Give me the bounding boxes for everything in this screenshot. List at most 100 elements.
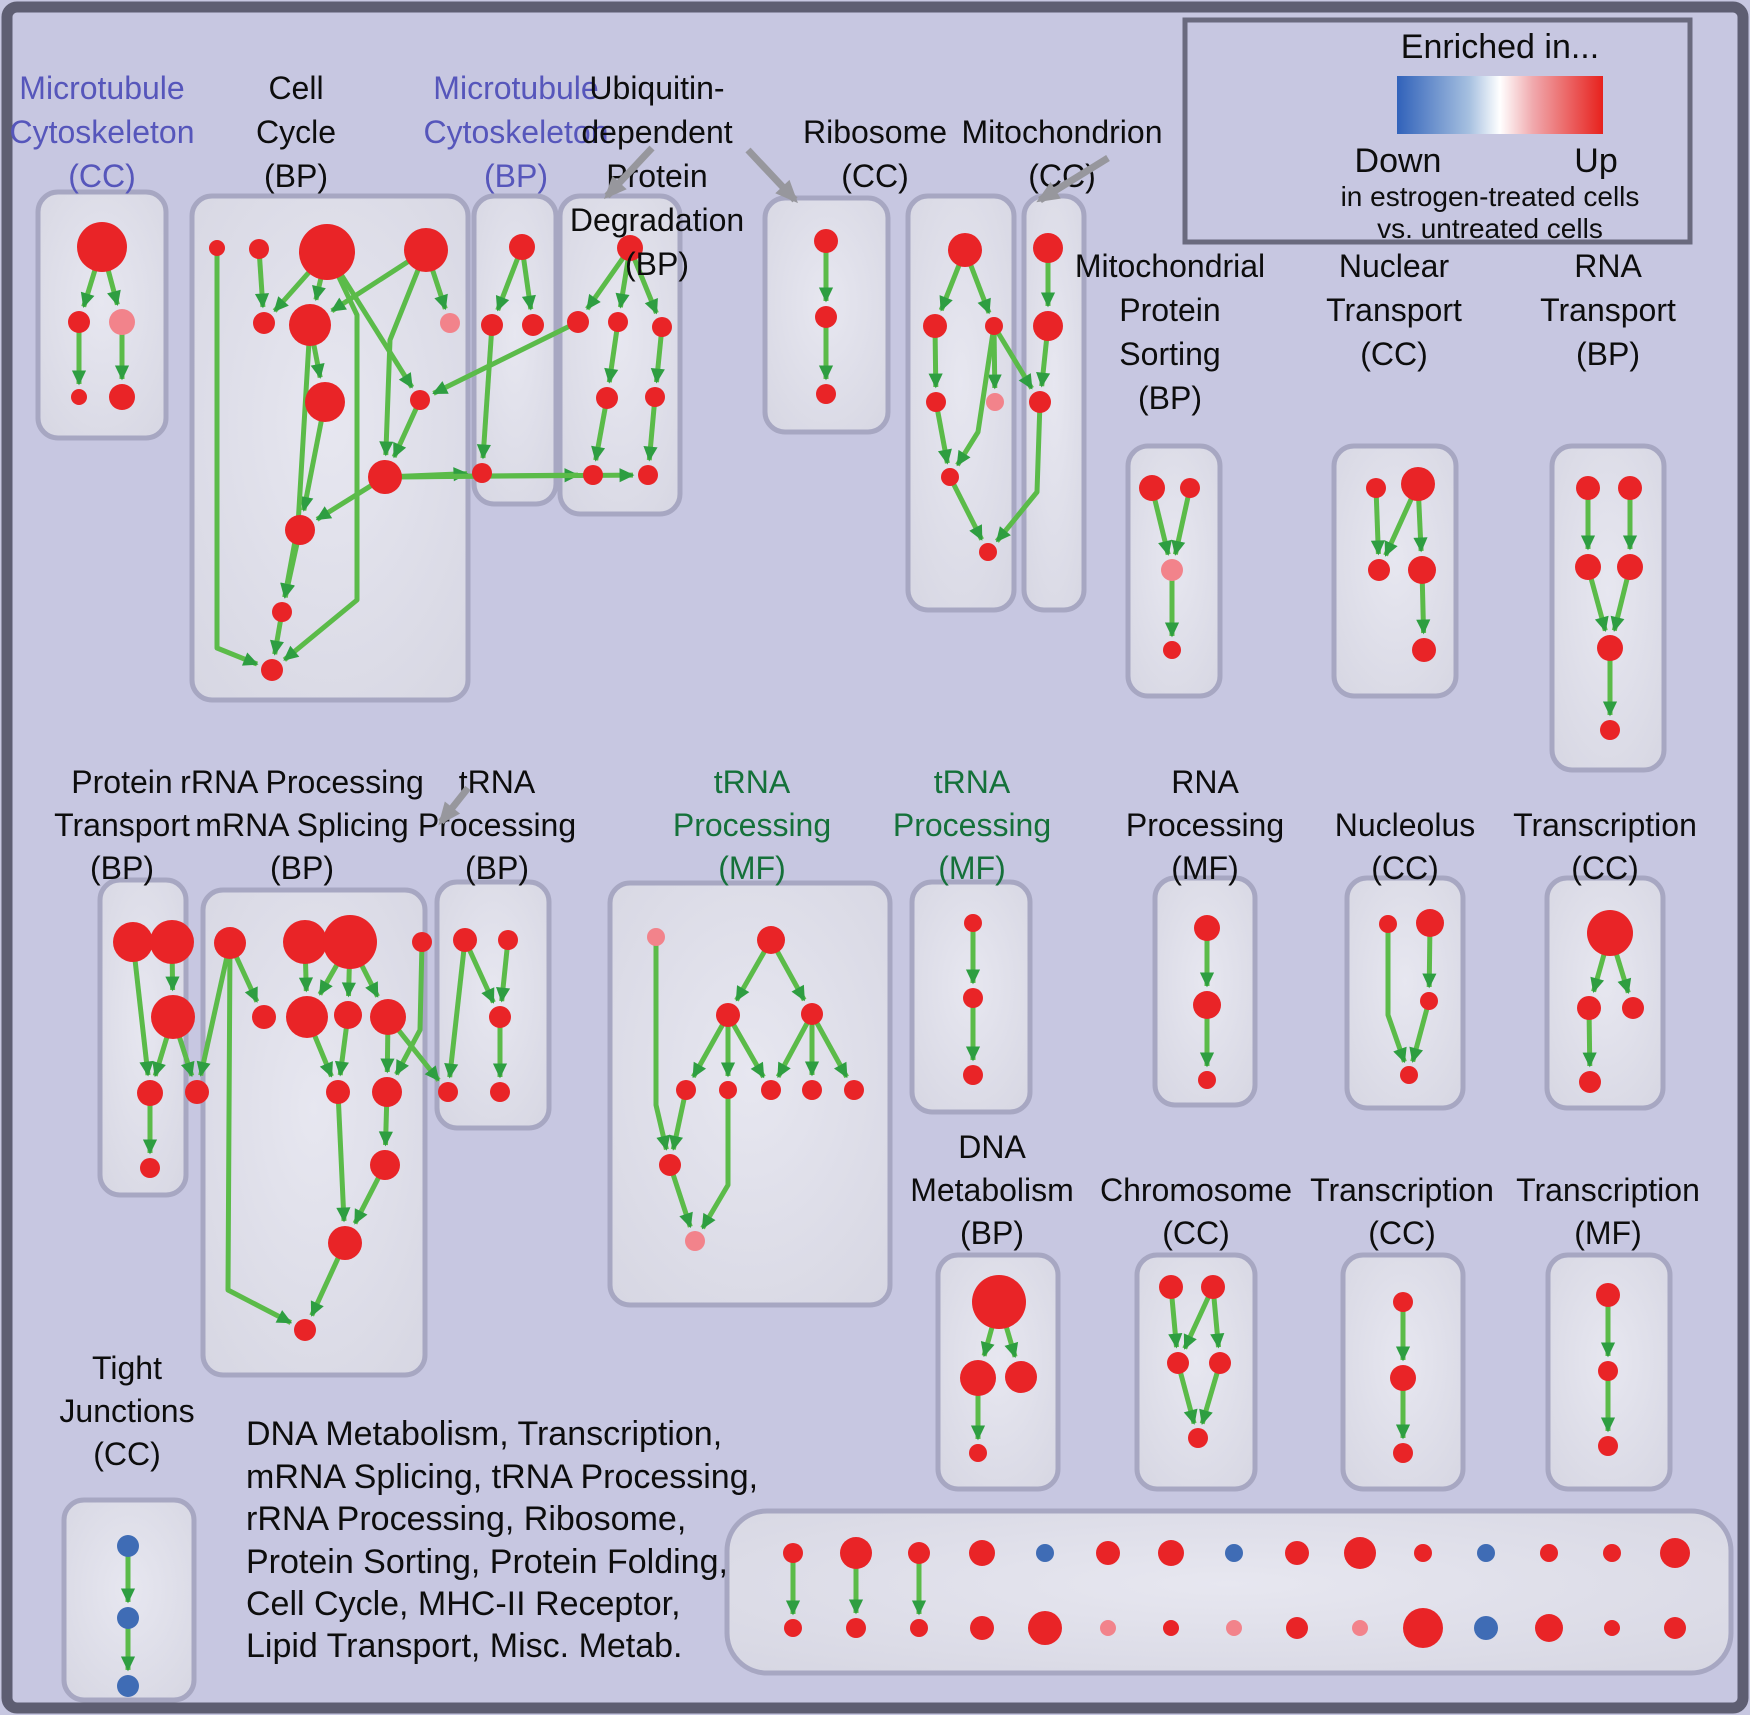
cluster-label-cell-cycle-bp-line1: Cycle [256, 114, 336, 150]
edge-arrow-cell-cycle-bp [391, 398, 423, 459]
callout-arrows-layer [438, 145, 1110, 826]
edge-arrow-trna-processing-mf-large [775, 1012, 815, 1079]
cluster-label-microtubule-cytoskeleton-bp-line2: (BP) [484, 158, 548, 194]
cross-cluster-edge-arrow-4 [991, 324, 1034, 390]
cluster-label-mitochondrial-protein-sorting-bp-line2: Sorting [1119, 336, 1220, 372]
gene-set-node-trna-processing-mf-small-1 [963, 988, 983, 1008]
gene-set-node-cell-cycle-bp-5 [289, 304, 331, 346]
cluster-label-transcription-cc-mid-line0: Transcription [1513, 807, 1697, 843]
gene-set-node-chromosome-cc-3 [1209, 1352, 1231, 1374]
cluster-label-trna-processing-mf-large-line0: tRNA [714, 764, 791, 800]
gene-set-node-shared-terms-strip-8 [1285, 1541, 1309, 1565]
gene-set-node-shared-terms-strip-7 [1225, 1544, 1243, 1562]
gene-set-node-ribosome-cc-1 [923, 314, 947, 338]
gene-set-node-trna-processing-mf-large-1 [757, 926, 785, 954]
gene-set-node-shared-terms-strip-9 [1344, 1537, 1376, 1569]
gene-set-node-ubiquitin-degradation-bp-right-0 [814, 229, 838, 253]
gene-set-node-cell-cycle-bp-7 [305, 382, 345, 422]
cluster-label-microtubule-cytoskeleton-bp-line0: Microtubule [433, 70, 598, 106]
gene-set-node-microtubule-cytoskeleton-cc-2 [109, 309, 135, 335]
gene-set-node-trna-processing-mf-large-10 [685, 1231, 705, 1251]
cluster-label-trna-processing-mf-small-line0: tRNA [934, 764, 1011, 800]
gene-set-node-trna-processing-mf-large-6 [761, 1080, 781, 1100]
edge-arrow-trna-processing-bp [496, 939, 511, 1003]
gene-set-node-nuclear-transport-cc-3 [1408, 556, 1436, 584]
cross-cluster-edge-arrow-3 [432, 319, 580, 396]
gene-set-node-transcription-cc-mid-1 [1577, 996, 1601, 1020]
gene-set-node-protein-transport-bp-3 [137, 1080, 163, 1106]
gene-set-node-ribosome-cc-3 [926, 392, 946, 412]
legend: Enriched in... Down Up in estrogen-treat… [1182, 17, 1693, 245]
cluster-label-microtubule-cytoskeleton-cc-line0: Microtubule [19, 70, 184, 106]
edge-arrow-protein-transport-bp [130, 941, 154, 1077]
gene-set-node-shared-terms-strip-10 [1414, 1544, 1432, 1562]
cluster-box-microtubule-cytoskeleton-cc [35, 189, 169, 441]
gene-set-node-cell-cycle-bp-11 [272, 602, 292, 622]
gene-set-node-chromosome-cc-0 [1159, 1275, 1183, 1299]
gene-set-node-rrna-processing-mrna-splicing-bp-7 [412, 932, 432, 952]
edge-arrow-cell-cycle-bp [379, 249, 429, 457]
gene-set-node-trna-processing-mf-large-8 [844, 1080, 864, 1100]
gene-set-node-shared-terms-strip-25 [1403, 1608, 1443, 1648]
edge-arrow-cell-cycle-bp [214, 248, 259, 667]
edge-arrow-trna-processing-mf-large [809, 1012, 849, 1079]
cluster-label-transcription-mf-line1: (MF) [1574, 1215, 1642, 1251]
cluster-label-transcription-cc-mid-line1: (CC) [1571, 850, 1639, 886]
gene-set-node-shared-terms-strip-16 [846, 1618, 866, 1638]
gene-set-node-chromosome-cc-1 [1201, 1275, 1225, 1299]
cluster-label-protein-transport-bp-line0: Protein [71, 764, 172, 800]
gene-set-node-microtubule-cytoskeleton-bp-3 [472, 463, 492, 483]
cluster-label-dna-metabolism-bp-line2: (BP) [960, 1215, 1024, 1251]
cluster-label-chromosome-cc-line1: (CC) [1162, 1215, 1230, 1251]
gene-set-node-trna-processing-mf-small-0 [964, 914, 982, 932]
gene-set-node-nuclear-transport-cc-2 [1368, 559, 1390, 581]
cluster-label-rrna-processing-mrna-splicing-bp-line0: rRNA Processing [180, 764, 424, 800]
gene-set-node-shared-terms-strip-0 [783, 1543, 803, 1563]
cluster-label-dna-metabolism-bp-line0: DNA [958, 1129, 1026, 1165]
edge-arrow-ribosome-cc [947, 475, 984, 541]
gene-set-node-protein-transport-bp-2 [151, 995, 195, 1039]
gene-set-node-rna-transport-bp-1 [1618, 476, 1642, 500]
cluster-box-transcription-cc-mid [1544, 875, 1666, 1111]
gene-set-node-cell-cycle-bp-1 [249, 239, 269, 259]
gene-set-node-trna-processing-bp-4 [490, 1082, 510, 1102]
gene-set-node-rna-processing-mf-1 [1193, 991, 1221, 1019]
cluster-label-chromosome-cc-line0: Chromosome [1100, 1172, 1292, 1208]
gene-set-node-shared-terms-strip-23 [1286, 1617, 1308, 1639]
gene-set-node-nucleolus-cc-3 [1400, 1066, 1418, 1084]
gene-set-node-rna-transport-bp-2 [1575, 554, 1601, 580]
gene-set-node-dna-metabolism-bp-2 [1005, 1361, 1037, 1393]
gene-set-node-shared-terms-strip-20 [1100, 1620, 1116, 1636]
legend-subtitle-line1: in estrogen-treated cells [1341, 181, 1640, 212]
gene-set-node-shared-terms-strip-5 [1096, 1541, 1120, 1565]
gene-set-node-rna-processing-mf-2 [1198, 1071, 1216, 1089]
cluster-box-rna-transport-bp [1549, 443, 1667, 773]
gene-set-node-microtubule-cytoskeleton-cc-4 [109, 384, 135, 410]
legend-title: Enriched in... [1401, 28, 1599, 66]
gene-set-node-rrna-processing-mrna-splicing-bp-12 [294, 1319, 316, 1341]
edge-arrow-trna-processing-mf-large [653, 937, 671, 1151]
gene-set-node-transcription-cc-mid-0 [1587, 910, 1633, 956]
cluster-label-rna-transport-bp-line0: RNA [1574, 248, 1642, 284]
edge-arrow-ubiquitin-degradation-bp-left [643, 396, 658, 462]
gene-set-node-ubiquitin-degradation-bp-left-2 [608, 312, 628, 332]
gene-set-node-mitochondrial-protein-sorting-bp-2 [1161, 559, 1183, 581]
cluster-label-protein-transport-bp-line2: (BP) [90, 850, 154, 886]
gene-set-node-trna-processing-mf-large-4 [676, 1080, 696, 1100]
cluster-label-microtubule-cytoskeleton-cc-line2: (CC) [68, 158, 136, 194]
gene-set-node-microtubule-cytoskeleton-bp-2 [522, 314, 544, 336]
cluster-label-trna-processing-mf-large-line2: (MF) [718, 850, 786, 886]
gene-set-node-dna-metabolism-bp-0 [972, 1275, 1026, 1329]
edge-arrow-nucleolus-cc [1409, 1000, 1432, 1063]
gene-set-node-protein-transport-bp-5 [140, 1158, 160, 1178]
gene-set-node-dna-metabolism-bp-1 [960, 1360, 996, 1396]
gene-set-node-ribosome-cc-5 [941, 468, 959, 486]
cluster-label-cell-cycle-bp-line2: (BP) [264, 158, 328, 194]
shared-terms-line-2: rRNA Processing, Ribosome, [246, 1500, 686, 1538]
gene-set-node-shared-terms-strip-15 [784, 1619, 802, 1637]
gene-set-node-chromosome-cc-4 [1188, 1428, 1208, 1448]
gene-set-node-rrna-processing-mrna-splicing-bp-9 [372, 1077, 402, 1107]
shared-terms-line-1: mRNA Splicing, tRNA Processing, [246, 1458, 758, 1496]
gene-set-node-shared-terms-strip-22 [1226, 1620, 1242, 1636]
